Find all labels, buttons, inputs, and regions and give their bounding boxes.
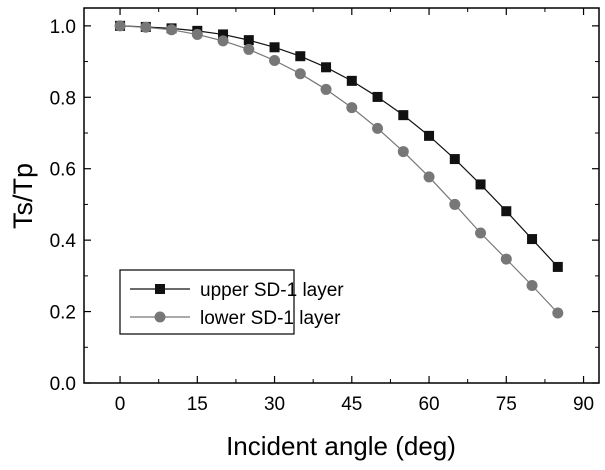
y-tick-label: 1.0 <box>50 17 76 38</box>
data-point-lower <box>397 146 409 158</box>
data-point-upper <box>552 261 563 272</box>
x-tick-label: 30 <box>264 394 285 415</box>
data-point-upper <box>449 154 460 165</box>
data-point-lower <box>475 227 487 239</box>
axis-ticks: 0 15 30 45 60 75 90 0.0 0.2 0.4 0.6 0.8 1.0 <box>50 8 599 415</box>
data-point-lower <box>423 171 435 183</box>
x-tick-label: 15 <box>187 394 208 415</box>
data-point-upper <box>218 29 229 40</box>
data-point-lower <box>449 198 461 210</box>
data-point-upper <box>295 51 306 62</box>
legend: upper SD-1 layer lower SD-1 layer <box>119 269 344 335</box>
data-point-upper <box>475 179 486 190</box>
x-tick-label: 90 <box>573 394 594 415</box>
y-tick-label: 0.0 <box>50 374 76 395</box>
legend-marker-upper <box>155 284 165 294</box>
legend-box <box>119 269 295 335</box>
data-point-lower <box>320 83 332 95</box>
y-tick-label: 0.6 <box>50 160 76 181</box>
y-tick-label: 0.8 <box>50 88 76 109</box>
data-point-upper <box>243 35 254 46</box>
plot-frame <box>83 7 600 384</box>
data-point-upper <box>424 130 435 141</box>
data-point-upper <box>346 75 357 86</box>
x-tick-label: 0 <box>115 394 126 415</box>
y-tick-label: 0.2 <box>50 303 76 324</box>
legend-label-lower: lower SD-1 layer <box>200 308 341 329</box>
data-point-upper <box>501 206 512 217</box>
x-tick-label: 45 <box>341 394 362 415</box>
data-point-lower <box>500 253 512 265</box>
series-layer <box>114 20 564 319</box>
x-tick-label: 60 <box>418 394 439 415</box>
data-point-upper <box>321 62 332 73</box>
x-tick-label: 75 <box>496 394 517 415</box>
data-point-lower <box>346 102 358 114</box>
data-point-upper <box>398 110 409 121</box>
data-point-lower <box>526 280 538 291</box>
legend-label-upper: upper SD-1 layer <box>200 280 344 301</box>
data-point-lower <box>552 307 564 319</box>
data-point-lower <box>243 43 255 55</box>
series-line-upper <box>120 25 559 268</box>
data-point-lower <box>114 20 126 32</box>
data-point-lower <box>217 35 229 47</box>
legend-marker-lower <box>154 311 166 323</box>
y-axis-title: Ts/Tp <box>8 163 38 229</box>
data-point-lower <box>294 68 306 80</box>
data-point-upper <box>372 91 383 102</box>
data-point-lower <box>269 55 281 66</box>
data-point-upper <box>269 42 280 53</box>
data-point-lower <box>191 28 203 40</box>
data-point-upper <box>527 234 538 245</box>
data-point-lower <box>372 122 384 134</box>
x-axis-title: Incident angle (deg) <box>226 431 456 461</box>
y-tick-label: 0.4 <box>50 231 77 252</box>
data-point-lower <box>140 21 152 33</box>
data-point-lower <box>166 24 178 36</box>
